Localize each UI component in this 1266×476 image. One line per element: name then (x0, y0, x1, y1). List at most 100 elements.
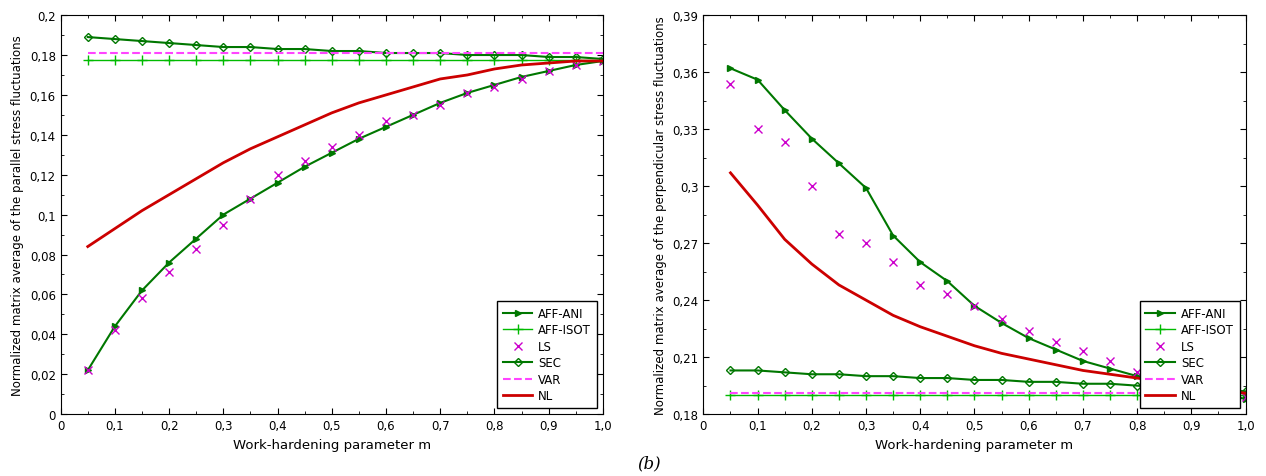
AFF-ISOT (1157, 393, 1172, 398)
NL (1157, 379, 1172, 385)
SEC (379, 51, 394, 57)
AFF-ANI (433, 101, 448, 107)
AFF-ANI (379, 125, 394, 130)
AFF-ISOT (723, 393, 738, 398)
SEC (243, 45, 258, 51)
AFF-ANI (1048, 347, 1063, 353)
NL (433, 77, 448, 83)
Line: NL: NL (87, 62, 603, 247)
SEC (487, 53, 503, 59)
AFF-ISOT (514, 58, 529, 64)
SEC (215, 45, 230, 51)
AFF-ANI (595, 59, 610, 65)
AFF-ANI (162, 260, 177, 266)
LS (324, 145, 339, 150)
AFF-ANI (80, 367, 95, 373)
SEC (1238, 389, 1253, 395)
NL (215, 160, 230, 166)
AFF-ISOT (939, 393, 955, 398)
AFF-ISOT (832, 393, 847, 398)
LS (514, 77, 529, 83)
SEC (108, 37, 123, 43)
LS (162, 270, 177, 276)
SEC (460, 53, 475, 59)
AFF-ANI (351, 137, 366, 142)
SEC (777, 370, 793, 376)
Line: LS: LS (84, 58, 606, 375)
SEC (189, 43, 204, 49)
Y-axis label: Normalized matrix average of the parallel stress fluctuations: Normalized matrix average of the paralle… (11, 35, 24, 395)
AFF-ANI (134, 288, 149, 294)
LS (832, 231, 847, 237)
AFF-ISOT (568, 58, 584, 64)
Line: SEC: SEC (728, 368, 1248, 394)
Line: AFF-ISOT: AFF-ISOT (82, 56, 608, 66)
AFF-ANI (514, 75, 529, 80)
AFF-ISOT (351, 58, 366, 64)
AFF-ISOT (777, 393, 793, 398)
AFF-ANI (994, 320, 1009, 326)
AFF-ANI (723, 66, 738, 72)
AFF-ISOT (1075, 393, 1090, 398)
AFF-ISOT (108, 58, 123, 64)
AFF-ISOT (858, 393, 874, 398)
NL (298, 123, 313, 129)
LS (595, 59, 610, 65)
SEC (595, 57, 610, 63)
AFF-ANI (832, 161, 847, 167)
AFF-ISOT (1210, 393, 1225, 398)
AFF-ANI (1238, 396, 1253, 402)
NL (162, 192, 177, 198)
LS (351, 133, 366, 139)
AFF-ANI (913, 260, 928, 266)
NL (723, 170, 738, 176)
SEC (1157, 385, 1172, 391)
AFF-ISOT (804, 393, 819, 398)
LS (298, 159, 313, 164)
AFF-ANI (804, 137, 819, 142)
SEC (324, 49, 339, 55)
NL (1129, 376, 1144, 381)
LS (189, 246, 204, 252)
AFF-ISOT (967, 393, 982, 398)
SEC (858, 374, 874, 379)
LS (1157, 376, 1172, 381)
AFF-ISOT (460, 58, 475, 64)
AFF-ISOT (1022, 393, 1037, 398)
AFF-ISOT (1103, 393, 1118, 398)
AFF-ANI (405, 113, 420, 119)
NL (541, 61, 556, 67)
LS (777, 140, 793, 146)
AFF-ANI (749, 78, 765, 83)
AFF-ISOT (885, 393, 900, 398)
NL (351, 101, 366, 107)
NL (777, 237, 793, 243)
NL (832, 282, 847, 288)
NL (379, 93, 394, 99)
AFF-ANI (460, 91, 475, 97)
Line: AFF-ANI: AFF-ANI (728, 66, 1248, 402)
NL (568, 59, 584, 65)
AFF-ISOT (913, 393, 928, 398)
NL (1075, 368, 1090, 374)
AFF-ANI (1129, 374, 1144, 379)
AFF-ANI (777, 108, 793, 114)
LS (134, 296, 149, 302)
Line: SEC: SEC (85, 35, 605, 63)
AFF-ISOT (541, 58, 556, 64)
AFF-ANI (189, 236, 204, 242)
NL (885, 313, 900, 318)
SEC (1184, 385, 1199, 391)
LS (405, 113, 420, 119)
AFF-ISOT (189, 58, 204, 64)
SEC (939, 376, 955, 381)
LS (1075, 349, 1090, 355)
NL (858, 298, 874, 303)
LS (1048, 339, 1063, 345)
NL (939, 334, 955, 339)
LS (1238, 395, 1253, 400)
LS (568, 63, 584, 69)
NL (804, 262, 819, 268)
NL (243, 147, 258, 152)
AFF-ANI (298, 165, 313, 170)
